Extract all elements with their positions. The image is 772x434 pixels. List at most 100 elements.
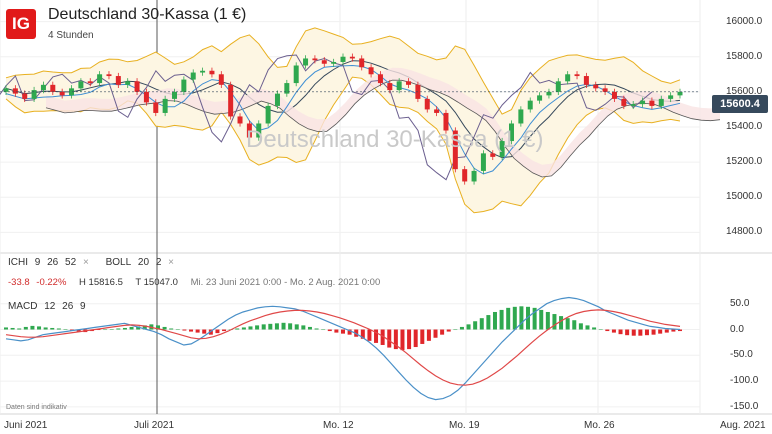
macd-histogram-bar — [618, 329, 623, 335]
candle-body — [359, 58, 365, 68]
macd-param-1: 12 — [44, 301, 56, 312]
macd-histogram-bar — [466, 324, 471, 330]
candle-body — [649, 100, 655, 106]
time-tick-label: Mo. 26 — [584, 420, 615, 431]
boll-label[interactable]: BOLL — [105, 257, 132, 268]
candle-body — [218, 74, 224, 85]
macd-histogram-bar — [76, 329, 81, 332]
macd-histogram-bar — [23, 326, 28, 330]
candle-body — [256, 123, 262, 138]
candle-body — [115, 76, 121, 85]
ichi-label[interactable]: ICHI — [8, 257, 28, 268]
bollinger-band-fill — [6, 27, 680, 213]
macd-histogram-bar — [255, 325, 260, 330]
macd-histogram-bar — [446, 329, 451, 332]
price-tick-label: 15200.0 — [726, 156, 763, 168]
boll-close-icon[interactable]: × — [168, 257, 175, 268]
macd-histogram-bar — [43, 327, 48, 330]
candle-body — [471, 170, 477, 182]
macd-histogram-bar — [625, 329, 630, 336]
candle-body — [583, 76, 589, 85]
macd-histogram-bar — [222, 329, 227, 332]
candle-body — [162, 98, 168, 113]
macd-histogram-bar — [426, 329, 431, 341]
candle-body — [462, 169, 468, 182]
candle-body — [97, 74, 103, 84]
candle-body — [321, 60, 327, 64]
candle-body — [509, 123, 514, 142]
ichi-close-icon[interactable]: × — [82, 257, 89, 268]
macd-histogram-bar — [605, 329, 610, 332]
candle-body — [527, 100, 533, 110]
price-tick-label: 15800.0 — [726, 50, 763, 62]
price-tick-label: 16000.0 — [726, 15, 763, 27]
candle-body — [3, 88, 9, 92]
candle-body — [284, 83, 290, 94]
macd-histogram-bar — [215, 329, 220, 334]
macd-histogram-bar — [50, 327, 55, 330]
candle-body — [593, 84, 599, 89]
macd-histogram-bar — [155, 325, 160, 330]
macd-histogram-bar — [644, 329, 649, 336]
macd-histogram-bar — [360, 329, 365, 339]
macd-histogram-bar — [407, 329, 412, 350]
macd-histogram-bar — [519, 306, 524, 330]
candle-body — [40, 84, 46, 91]
candle-body — [602, 88, 608, 92]
candle-body — [443, 112, 449, 131]
candle-body — [340, 56, 346, 62]
candle-body — [50, 84, 56, 92]
ichi-param-1: 9 — [34, 257, 41, 268]
macd-histogram-bar — [572, 320, 577, 330]
macd-histogram-bar — [552, 314, 557, 330]
change-absolute: -33.8 — [8, 277, 30, 288]
macd-histogram-bar — [598, 329, 603, 331]
candle-body — [518, 109, 524, 124]
interval-label[interactable]: 4 Stunden — [48, 30, 94, 41]
macd-histogram-bar — [195, 329, 200, 333]
macd-histogram-bar — [169, 328, 174, 330]
candle-body — [181, 79, 187, 92]
macd-histogram-bar — [129, 326, 134, 330]
time-tick-label: Aug. 2021 — [720, 420, 766, 431]
macd-histogram-bar — [486, 315, 491, 330]
macd-histogram-bar — [651, 329, 656, 335]
macd-histogram-bar — [611, 329, 616, 333]
macd-histogram-bar — [578, 323, 583, 330]
macd-histogram-bar — [56, 328, 61, 330]
macd-histogram-bar — [17, 328, 22, 330]
candle-body — [125, 81, 131, 85]
macd-histogram-bar — [241, 327, 246, 330]
candle-body — [172, 91, 177, 99]
macd-tick-label: -150.0 — [730, 400, 759, 412]
candle-body — [31, 90, 37, 99]
macd-histogram-bar — [116, 328, 121, 330]
macd-histogram-bar — [592, 327, 597, 330]
macd-histogram-bar — [459, 326, 464, 330]
macd-label[interactable]: MACD — [8, 301, 38, 312]
candle-body — [640, 100, 646, 105]
price-tick-label: 14800.0 — [726, 226, 763, 238]
candle-body — [555, 81, 561, 92]
macd-histogram-bar — [433, 329, 438, 338]
candle-body — [87, 81, 93, 84]
macd-histogram-bar — [453, 329, 458, 331]
macd-histogram-bar — [261, 324, 266, 330]
candle-body — [293, 65, 299, 84]
macd-param-2: 26 — [62, 301, 74, 312]
candle-body — [480, 153, 486, 171]
macd-histogram-bar — [539, 309, 544, 330]
price-tick-label: 15000.0 — [726, 191, 763, 203]
macd-histogram-bar — [492, 311, 497, 330]
candle-body — [490, 153, 496, 157]
candle-body — [387, 83, 393, 91]
time-tick-label: Juni 2021 — [4, 420, 48, 431]
candle-body — [246, 123, 252, 138]
macd-legend-row: MACD 12 26 9 — [8, 301, 90, 312]
macd-histogram-bar — [380, 329, 385, 345]
macd-histogram-bar — [347, 329, 352, 335]
macd-histogram-bar — [208, 329, 213, 335]
candle-body — [452, 130, 458, 170]
boll-param-1: 20 — [137, 257, 150, 268]
